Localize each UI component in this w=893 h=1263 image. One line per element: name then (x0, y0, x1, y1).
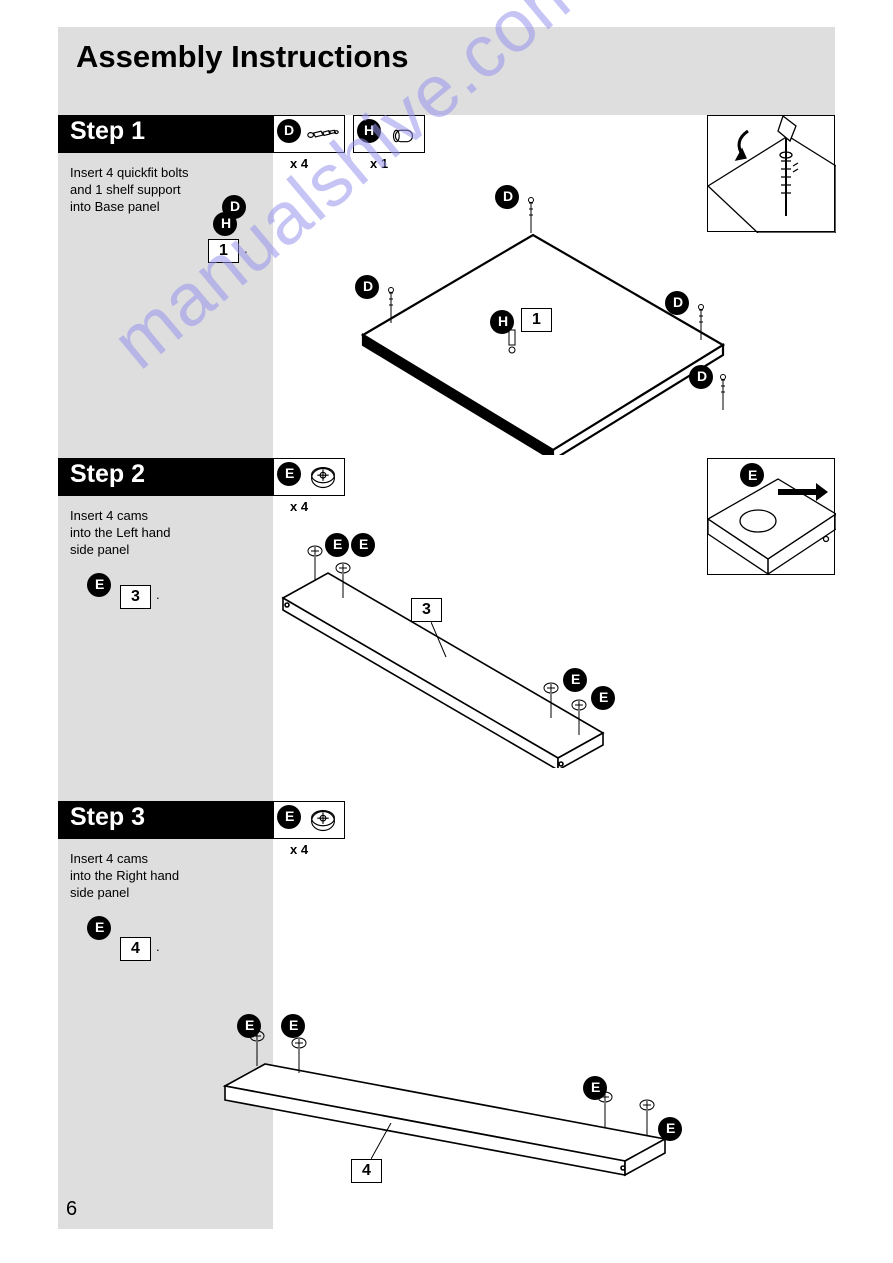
step-header: Step 2 (58, 458, 273, 496)
detail-diagram: E (707, 458, 835, 575)
step-number: Step 1 (70, 117, 145, 146)
page: Assembly Instructions Step 1 Insert 4 qu… (58, 27, 835, 1229)
step-header: Step 1 (58, 115, 273, 153)
instruction-text: side panel (70, 885, 129, 900)
bolt-icon (304, 120, 342, 150)
svg-text:E: E (748, 467, 757, 483)
callout: E (563, 668, 587, 692)
part-box: E x 4 (273, 458, 345, 496)
instruction-text: into the Left hand (70, 525, 170, 540)
step-main: D x 4 H x 1 (273, 115, 835, 458)
part-label: 4 (120, 937, 151, 961)
board-diagram (205, 996, 685, 1216)
part-id-circle: H (357, 119, 381, 143)
callout: H (490, 310, 514, 334)
step-3: Step 3 Insert 4 cams into the Right hand… (58, 801, 835, 1229)
part-qty: x 4 (290, 842, 308, 857)
step-header: Step 3 (58, 801, 273, 839)
part-label: 3 (120, 585, 151, 609)
step-sidebar: Step 2 Insert 4 cams into the Left hand … (58, 458, 273, 801)
instruction-text: side panel (70, 542, 129, 557)
board-label: 3 (411, 598, 442, 622)
step-number: Step 3 (70, 803, 145, 832)
instruction-text: and 1 shelf support (70, 182, 181, 197)
callout: E (583, 1076, 607, 1100)
part-box: E x 4 (273, 801, 345, 839)
header: Assembly Instructions (58, 27, 835, 115)
callout: D (689, 365, 713, 389)
leader-line (431, 622, 451, 662)
instruction-text: Insert 4 cams (70, 851, 148, 866)
cam-icon (304, 463, 342, 493)
step-2: Step 2 Insert 4 cams into the Left hand … (58, 458, 835, 801)
part-qty: x 4 (290, 156, 308, 171)
part-callout: H (213, 212, 237, 236)
part-id-circle: E (277, 805, 301, 829)
step-main: E x 4 E E E E (273, 801, 835, 1229)
part-id-circle: E (277, 462, 301, 486)
cam-insert-detail-icon: E (708, 459, 836, 576)
callout: E (591, 686, 615, 710)
callout: D (665, 291, 689, 315)
board-label: 1 (521, 308, 552, 332)
arrow-icon (778, 483, 828, 501)
part-label: 1 (208, 239, 239, 263)
instruction-text: into the Right hand (70, 868, 179, 883)
instruction-text: . (156, 939, 160, 954)
page-title: Assembly Instructions (76, 39, 408, 75)
step-main: E x 4 E (273, 458, 835, 801)
instruction-text: . (244, 241, 248, 256)
part-qty: x 4 (290, 499, 308, 514)
step-number: Step 2 (70, 460, 145, 489)
part-callout: E (87, 573, 111, 597)
screwdriver-detail-icon (708, 116, 836, 233)
callout: D (355, 275, 379, 299)
instruction-text: . (156, 587, 160, 602)
cam-icon (304, 806, 342, 836)
callout: E (281, 1014, 305, 1038)
leader-line (371, 1123, 401, 1161)
callout: E (325, 533, 349, 557)
part-box: H x 1 (353, 115, 425, 153)
part-id-circle: D (277, 119, 301, 143)
part-qty: x 1 (370, 156, 388, 171)
detail-diagram (707, 115, 835, 232)
page-number: 6 (66, 1198, 77, 1221)
part-box: D x 4 (273, 115, 345, 153)
callout: D (495, 185, 519, 209)
part-callout: E (87, 916, 111, 940)
step-1: Step 1 Insert 4 quickfit bolts D and 1 s… (58, 115, 835, 458)
step-sidebar: Step 1 Insert 4 quickfit bolts D and 1 s… (58, 115, 273, 458)
instruction-text: into Base panel (70, 199, 160, 214)
board-label: 4 (351, 1159, 382, 1183)
dowel-icon (384, 120, 422, 150)
callout: E (351, 533, 375, 557)
callout: E (658, 1117, 682, 1141)
callout: E (237, 1014, 261, 1038)
instruction-text: Insert 4 quickfit bolts (70, 165, 189, 180)
instruction-text: Insert 4 cams (70, 508, 148, 523)
